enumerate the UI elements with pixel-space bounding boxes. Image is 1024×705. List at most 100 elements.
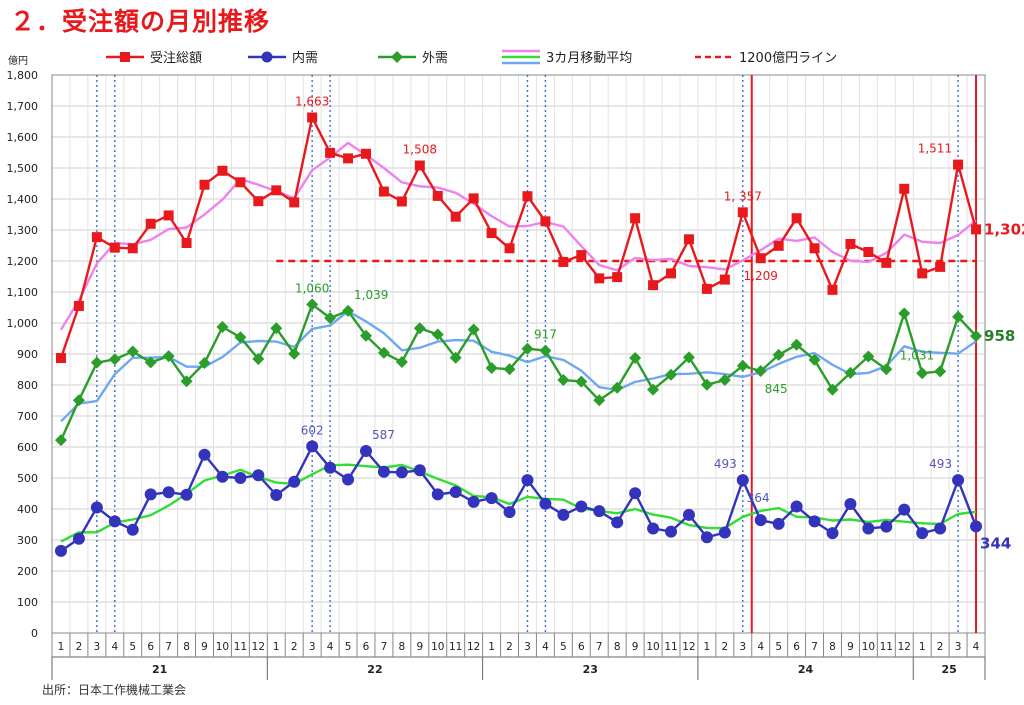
x-tick-label: 10 bbox=[431, 641, 444, 653]
x-tick-label: 2 bbox=[937, 641, 944, 653]
series-line bbox=[59, 116, 978, 359]
data-point-diamond bbox=[682, 351, 695, 364]
data-point-square bbox=[199, 179, 210, 190]
x-tick-label: 3 bbox=[955, 641, 962, 653]
data-label: 1,031 bbox=[900, 348, 934, 362]
x-tick-label: 1 bbox=[273, 641, 280, 653]
x-tick-label: 1 bbox=[58, 641, 65, 653]
y-tick-label: 1,700 bbox=[7, 100, 39, 113]
data-point-circle bbox=[342, 473, 355, 486]
data-point-square bbox=[809, 243, 820, 254]
data-point-diamond bbox=[898, 307, 911, 320]
data-point-circle bbox=[467, 495, 480, 508]
y-unit-label: 億円 bbox=[8, 54, 28, 67]
data-point-circle bbox=[952, 474, 965, 487]
x-tick-label: 6 bbox=[793, 641, 800, 653]
data-label: 1,060 bbox=[295, 281, 329, 295]
data-label: 1,302 bbox=[984, 220, 1024, 238]
data-point-diamond bbox=[862, 350, 875, 363]
x-tick-label: 3 bbox=[524, 641, 531, 653]
data-point-circle bbox=[790, 500, 803, 513]
data-point-circle bbox=[934, 522, 947, 535]
data-point-diamond bbox=[808, 353, 821, 366]
x-tick-label: 1 bbox=[704, 641, 711, 653]
legend-label: 受注総額 bbox=[150, 51, 202, 66]
data-label: 1, 357 bbox=[724, 189, 762, 203]
x-tick-label: 2 bbox=[291, 641, 298, 653]
data-point-diamond bbox=[144, 356, 157, 369]
data-point-square bbox=[73, 300, 84, 311]
data-point-circle bbox=[557, 508, 570, 521]
data-point-circle bbox=[629, 487, 642, 500]
data-point-square bbox=[343, 153, 354, 164]
data-point-diamond bbox=[216, 321, 229, 334]
data-point-diamond bbox=[198, 356, 211, 369]
y-tick-label: 500 bbox=[17, 472, 38, 485]
x-tick-label: 11 bbox=[664, 641, 677, 653]
data-point-square bbox=[145, 218, 156, 229]
x-tick-label: 11 bbox=[449, 641, 462, 653]
data-point-circle bbox=[736, 474, 749, 487]
year-label: 21 bbox=[152, 663, 167, 676]
data-point-diamond bbox=[826, 383, 839, 396]
data-point-diamond bbox=[718, 374, 731, 387]
x-tick-label: 2 bbox=[506, 641, 513, 653]
data-point-diamond bbox=[665, 368, 678, 381]
data-point-circle bbox=[90, 501, 103, 514]
data-point-diamond bbox=[521, 342, 534, 355]
data-point-square bbox=[683, 234, 694, 245]
y-tick-label: 100 bbox=[17, 596, 38, 609]
data-point-circle bbox=[718, 526, 731, 539]
year-label: 25 bbox=[941, 663, 956, 676]
x-tick-label: 5 bbox=[345, 641, 352, 653]
x-tick-label: 5 bbox=[129, 641, 136, 653]
data-point-square bbox=[378, 186, 389, 197]
series-line bbox=[60, 445, 978, 552]
data-point-square bbox=[163, 210, 174, 221]
data-point-square bbox=[971, 224, 982, 235]
x-tick-label: 7 bbox=[596, 641, 603, 653]
data-point-square bbox=[773, 240, 784, 251]
data-point-square bbox=[827, 284, 838, 295]
data-point-diamond bbox=[324, 312, 337, 325]
data-point-diamond bbox=[413, 322, 426, 335]
data-point-square bbox=[486, 228, 497, 239]
x-tick-label: 4 bbox=[327, 641, 334, 653]
data-point-circle bbox=[162, 486, 175, 499]
data-point-square bbox=[953, 159, 964, 170]
data-label: 1,209 bbox=[744, 269, 778, 283]
data-point-diamond bbox=[306, 298, 319, 311]
data-point-circle bbox=[593, 505, 606, 518]
data-point-square bbox=[719, 274, 730, 285]
data-point-diamond bbox=[611, 381, 624, 394]
legend-marker-diamond bbox=[391, 51, 403, 63]
data-label: 958 bbox=[984, 327, 1015, 345]
x-tick-label: 7 bbox=[811, 641, 818, 653]
data-point-diamond bbox=[503, 363, 516, 376]
data-point-diamond bbox=[754, 365, 767, 378]
legend-label: 3カ月移動平均 bbox=[546, 51, 632, 66]
data-point-circle bbox=[359, 445, 372, 458]
x-tick-label: 1 bbox=[919, 641, 926, 653]
data-point-circle bbox=[970, 520, 983, 533]
data-point-circle bbox=[754, 514, 767, 527]
data-point-circle bbox=[665, 525, 678, 538]
x-tick-label: 10 bbox=[646, 641, 659, 653]
y-tick-label: 1,600 bbox=[7, 131, 39, 144]
y-tick-label: 200 bbox=[17, 565, 38, 578]
data-point-diamond bbox=[844, 366, 857, 379]
data-point-circle bbox=[270, 489, 283, 502]
x-tick-label: 10 bbox=[862, 641, 875, 653]
data-point-circle bbox=[647, 522, 660, 535]
data-point-square bbox=[396, 196, 407, 207]
data-point-square bbox=[522, 191, 533, 202]
data-point-circle bbox=[395, 466, 408, 479]
x-tick-label: 3 bbox=[309, 641, 316, 653]
data-point-diamond bbox=[880, 363, 893, 376]
data-point-circle bbox=[377, 465, 390, 478]
x-tick-label: 3 bbox=[739, 641, 746, 653]
data-point-circle bbox=[72, 532, 85, 545]
data-point-square bbox=[666, 268, 677, 279]
x-tick-label: 7 bbox=[165, 641, 172, 653]
data-point-square bbox=[504, 243, 515, 254]
